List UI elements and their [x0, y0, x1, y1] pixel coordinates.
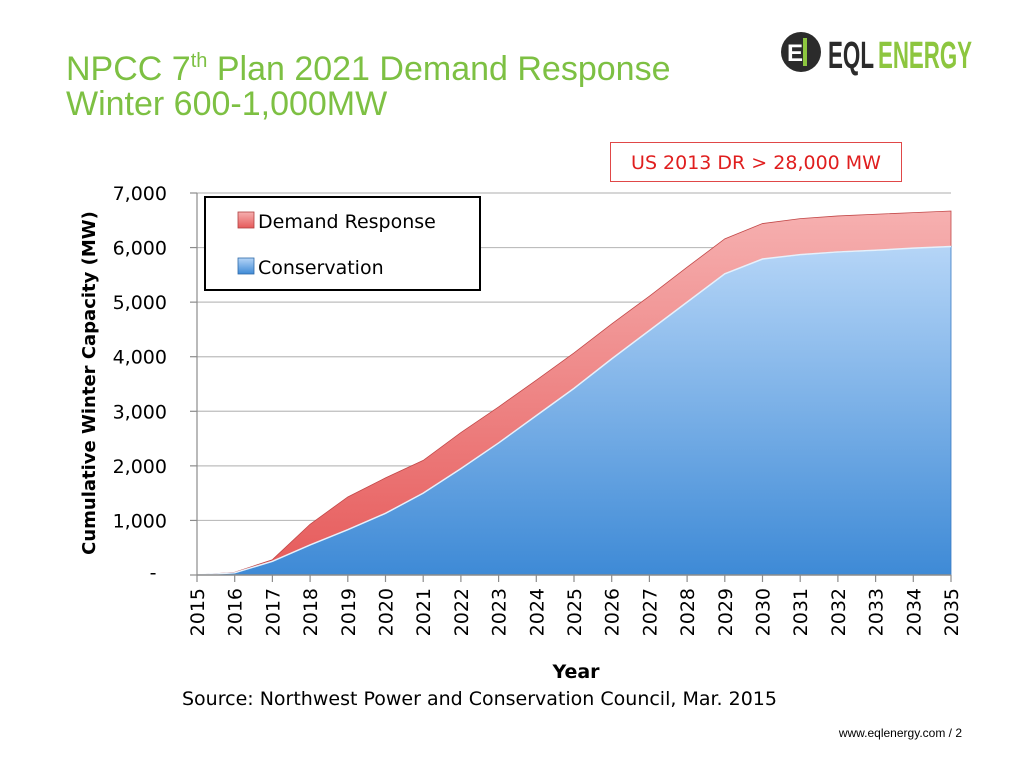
- x-tick-labels: 2015 2016 2017 2018 2019 2020 2021 2022 2023 2024…: [187, 588, 963, 636]
- title-superscript: th: [190, 50, 208, 72]
- axes: [190, 192, 952, 582]
- legend-swatch-demand-response: [237, 211, 255, 229]
- x-tick-label: 2026: [602, 588, 624, 636]
- title-line2: Winter 600-1,000MW: [66, 85, 388, 123]
- x-tick-label: 2019: [338, 588, 360, 636]
- x-tick-label: 2027: [639, 588, 661, 636]
- x-tick-label: 2020: [376, 588, 398, 636]
- x-tick-label: 2025: [564, 588, 586, 636]
- title-line1-post: Plan 2021 Demand Response: [207, 50, 671, 88]
- x-tick-label: 2033: [866, 588, 888, 636]
- footer-url: www.eqlenergy.com / 2: [838, 726, 962, 740]
- conservation-top-edge: [196, 245, 952, 576]
- x-tick-label: 2028: [677, 588, 699, 636]
- us-dr-callout: US 2013 DR > 28,000 MW: [610, 142, 902, 182]
- legend-label-conservation: Conservation: [258, 257, 384, 279]
- x-tick-label: 2021: [413, 588, 435, 636]
- y-tick-label: 3,000: [113, 401, 167, 423]
- title-line1-pre: NPCC 7: [66, 50, 191, 88]
- x-tick-label: 2030: [753, 588, 775, 636]
- eql-energy-logo: E EQL ENERGY: [781, 32, 972, 76]
- x-tick-label: 2034: [903, 588, 925, 636]
- legend-label-demand-response: Demand Response: [258, 211, 436, 233]
- source-note: Source: Northwest Power and Conservation…: [182, 688, 777, 710]
- y-tick-label: 1,000: [113, 510, 167, 532]
- slide-title: NPCC 7th Plan 2021 Demand Response Winte…: [66, 50, 671, 123]
- y-tick-label: -: [150, 562, 157, 584]
- x-tick-label: 2018: [300, 588, 322, 636]
- y-tick-label: 6,000: [113, 238, 167, 260]
- x-tick-label: 2016: [225, 588, 247, 636]
- x-tick-label: 2015: [187, 588, 209, 636]
- y-axis-label: Cumulative Winter Capacity (MW): [79, 211, 100, 555]
- y-tick-label: 7,000: [113, 183, 167, 205]
- logo-mark: E: [787, 40, 803, 67]
- logo-text-energy: ENERGY: [878, 35, 972, 76]
- x-tick-label: 2032: [828, 588, 850, 636]
- logo-text-eql: EQL: [828, 35, 874, 76]
- logo-circle-icon: [781, 32, 821, 72]
- x-tick-label: 2035: [941, 588, 963, 636]
- y-tick-label: 2,000: [113, 456, 167, 478]
- legend-swatch-conservation: [237, 257, 255, 275]
- y-tick-labels: - 1,000 2,000 3,000 4,000 5,000 6,000 7,000: [113, 183, 167, 584]
- x-axis-label: Year: [551, 661, 600, 683]
- x-tick-label: 2029: [715, 588, 737, 636]
- x-tick-label: 2031: [790, 588, 812, 636]
- y-tick-label: 5,000: [113, 292, 167, 314]
- plot-areas: [196, 210, 952, 576]
- y-tick-label: 4,000: [113, 347, 167, 369]
- x-tick-label: 2023: [489, 588, 511, 636]
- x-tick-label: 2022: [451, 588, 473, 636]
- legend: Demand Response Conservation: [204, 196, 481, 291]
- logo-bar-icon: [803, 38, 807, 66]
- x-tick-label: 2024: [526, 588, 548, 636]
- x-tick-label: 2017: [262, 588, 284, 636]
